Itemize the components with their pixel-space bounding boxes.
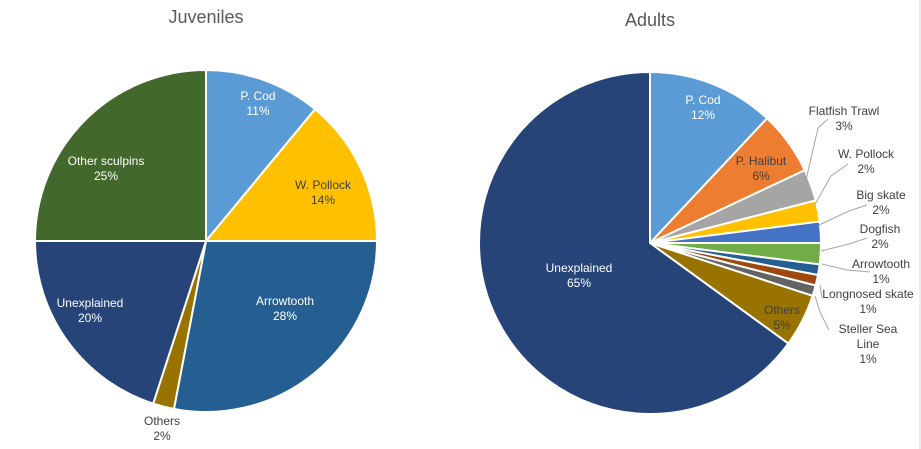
data-label-percent: 14% <box>311 193 335 207</box>
data-label-p-cod: P. Cod 11% <box>240 89 275 118</box>
data-label-name: Other sculpins <box>68 154 145 168</box>
slices <box>33 68 379 413</box>
data-label-name: Dogfish <box>860 222 901 236</box>
data-label-name: W. Pollock <box>838 147 895 161</box>
data-label-name: Steller Sea <box>839 322 898 336</box>
leader-line-big-skate <box>818 204 868 226</box>
data-label-percent: 2% <box>153 429 171 443</box>
data-label-p-halibut: P. Halibut 6% <box>736 154 787 183</box>
data-label-percent: 1% <box>859 352 877 366</box>
data-label-name: W. Pollock <box>295 178 352 192</box>
data-label-percent: 5% <box>773 318 791 332</box>
data-label-w-pollock: W. Pollock 14% <box>295 178 352 207</box>
pie-slice-p-cod <box>649 70 769 246</box>
data-label-others: Others 2% <box>144 414 180 443</box>
leader-line-steller-sea-line <box>814 295 830 331</box>
adults-title: Adults <box>625 10 675 30</box>
data-label-flatfish-trawl: Flatfish Trawl 3% <box>809 104 880 133</box>
leader-line-arrowtooth <box>821 263 871 273</box>
data-label-p-cod: P. Cod 12% <box>685 93 720 122</box>
data-label-percent: 3% <box>835 119 853 133</box>
leader-line-flatfish-trawl <box>805 118 829 181</box>
data-label-percent: 12% <box>691 108 715 122</box>
data-label-name: Unexplained <box>57 296 124 310</box>
data-label-dogfish: Dogfish 2% <box>860 222 901 251</box>
data-label-percent: 1% <box>872 272 890 286</box>
data-label-big-skate: Big skate 2% <box>856 188 906 217</box>
pie-slice-arrowtooth <box>172 240 379 413</box>
data-label-name: Others <box>144 414 180 428</box>
pie-slice-other-sculpins <box>33 68 207 242</box>
leader-line-longnosed-skate <box>819 284 823 299</box>
pie-slice-w-pollock <box>203 107 379 242</box>
data-label-percent: 65% <box>567 276 591 290</box>
juveniles-title: Juveniles <box>168 7 243 27</box>
slices <box>477 70 823 415</box>
data-label-others: Others 5% <box>764 303 800 332</box>
data-label-name: P. Cod <box>240 89 275 103</box>
data-label-name: Flatfish Trawl <box>809 104 880 118</box>
data-label-name: Unexplained <box>546 261 613 275</box>
leader-line-w-pollock <box>813 163 849 207</box>
data-label-steller-sea-line: Steller Sea Line 1% <box>839 322 898 366</box>
data-label-percent: 1% <box>859 302 877 316</box>
data-label-percent: 2% <box>871 237 889 251</box>
data-label-longnosed-skate: Longnosed skate 1% <box>822 287 914 316</box>
data-label-percent: 6% <box>752 169 770 183</box>
data-label-name: Arrowtooth <box>852 257 910 271</box>
data-label-name: Others <box>764 303 800 317</box>
data-label-name: Big skate <box>856 188 906 202</box>
data-label-percent: 2% <box>857 162 875 176</box>
data-label-percent: 25% <box>94 169 118 183</box>
pie-slice-unexplained <box>33 240 208 405</box>
data-label-percent: 2% <box>872 203 890 217</box>
leader-line-dogfish <box>820 237 868 252</box>
data-label-w-pollock: W. Pollock 2% <box>838 147 895 176</box>
data-label-unexplained: Unexplained 65% <box>546 261 613 290</box>
data-label-percent: 11% <box>246 104 269 118</box>
data-label-name: Arrowtooth <box>256 294 314 308</box>
pie-slice-p-cod <box>205 68 317 244</box>
data-label-name: P. Halibut <box>736 154 787 168</box>
adults-pie: P. Cod 12% P. Halibut 6% Flatfish Trawl 3% W. … <box>477 70 914 415</box>
data-label-name: Line <box>857 337 880 351</box>
data-label-arrowtooth: Arrowtooth 1% <box>852 257 910 286</box>
data-label-percent: 20% <box>78 311 102 325</box>
data-label-other-sculpins: Other sculpins 25% <box>68 154 145 183</box>
data-label-percent: 28% <box>273 309 297 323</box>
data-label-name: Longnosed skate <box>822 287 914 301</box>
data-label-unexplained: Unexplained 20% <box>57 296 124 325</box>
pie-slice-unexplained <box>477 70 790 415</box>
data-label-name: P. Cod <box>685 93 720 107</box>
juveniles-pie: P. Cod 11% W. Pollock 14% Arrowtooth 28% Other… <box>33 68 379 443</box>
data-label-arrowtooth: Arrowtooth 28% <box>256 294 314 323</box>
